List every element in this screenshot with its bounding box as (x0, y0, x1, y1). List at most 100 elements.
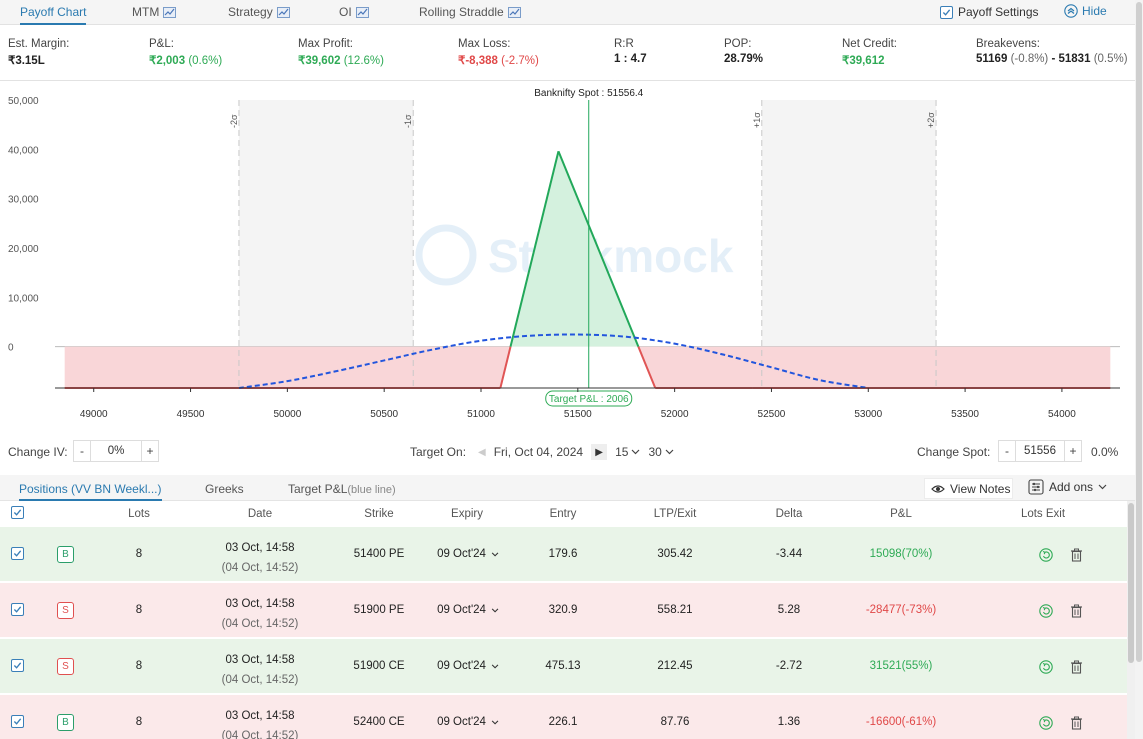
iv-input[interactable]: 0% (90, 441, 142, 461)
side-badge[interactable]: B (57, 714, 74, 731)
x-tick-label: 53500 (951, 409, 979, 420)
payoff-chart: Stockmock 50,000 40,000 30,000 20,000 10,000 0… (0, 82, 1135, 437)
payoff-chart-svg: Stockmock 50,000 40,000 30,000 20,000 10,000 0… (8, 88, 1120, 420)
trash-icon[interactable] (1070, 660, 1083, 674)
iv-increase-button[interactable]: + (146, 444, 154, 458)
chevron-down-icon (665, 449, 674, 455)
sliders-icon (1028, 479, 1044, 495)
side-badge[interactable]: B (57, 546, 74, 563)
chevron-down-icon (491, 719, 499, 725)
x-tick-label: 54000 (1048, 409, 1076, 420)
table-row[interactable]: B 8 03 Oct, 14:58 (04 Oct, 14:52) 51400 PE 09… (0, 527, 1127, 583)
header-lots: Lots (128, 508, 150, 520)
exit-position-icon[interactable] (1039, 716, 1053, 730)
trash-icon[interactable] (1070, 604, 1083, 618)
strike-cell: 51900 CE (353, 660, 405, 672)
expiry-select[interactable]: 09 Oct'24 (437, 548, 499, 560)
date-cell: 03 Oct, 14:58 (04 Oct, 14:52) (221, 542, 299, 574)
trash-icon[interactable] (1070, 716, 1083, 730)
trend-chart-icon (355, 6, 369, 18)
payoff-settings-toggle[interactable]: Payoff Settings (940, 5, 1039, 19)
tab-strategy[interactable]: Strategy (228, 5, 290, 19)
chevron-down-icon (1098, 484, 1107, 490)
exit-position-icon[interactable] (1039, 604, 1053, 618)
tab-greeks[interactable]: Greeks (205, 482, 244, 496)
date-cell: 03 Oct, 14:58 (04 Oct, 14:52) (221, 654, 299, 686)
chevron-down-icon (491, 551, 499, 557)
x-tick-label: 50500 (370, 409, 398, 420)
spot-stepper: - 51556 + (998, 440, 1082, 462)
chart-controls: Change IV: - 0% + Target On: ◀ Fri, Oct … (0, 437, 1135, 467)
tab-payoff-chart[interactable]: Payoff Chart (20, 5, 87, 25)
summary-stats: Est. Margin: ₹3.15L P&L: ₹2,003 (0.6%) M… (0, 26, 1135, 81)
delta-cell: -3.44 (775, 548, 803, 560)
strike-cell: 52400 CE (353, 716, 405, 728)
eye-icon (931, 484, 945, 493)
select-all-checkbox[interactable] (11, 506, 24, 519)
x-tick-label: 49500 (177, 409, 205, 420)
prev-date-icon[interactable]: ◀ (478, 446, 486, 458)
header-ltp-exit: LTP/Exit (653, 508, 697, 520)
header-delta: Delta (775, 508, 803, 520)
iv-decrease-button[interactable]: - (80, 444, 84, 458)
watermark-logo: Stockmock (488, 230, 734, 282)
page-scrollbar-thumb[interactable] (1136, 2, 1142, 662)
x-tick-label: 52500 (758, 409, 786, 420)
side-badge[interactable]: S (57, 602, 74, 619)
add-ons-menu[interactable]: Add ons (1028, 479, 1107, 495)
target-date[interactable]: Fri, Oct 04, 2024 (493, 445, 584, 459)
stat-max-profit: Max Profit: ₹39,602 (12.6%) (298, 38, 384, 67)
chevron-up-circle-icon (1064, 4, 1078, 18)
checkbox-icon[interactable] (940, 5, 953, 19)
date-cell: 03 Oct, 14:58 (04 Oct, 14:52) (221, 598, 299, 630)
tab-target-pnl[interactable]: Target P&L(blue line) (288, 482, 396, 496)
interval-select-1[interactable]: 15 (615, 445, 640, 459)
row-checkbox[interactable] (11, 659, 24, 672)
spot-increase-button[interactable]: + (1069, 444, 1077, 458)
x-tick-label: 53000 (854, 409, 882, 420)
expiry-select[interactable]: 09 Oct'24 (437, 660, 499, 672)
next-date-button[interactable]: ▶ (591, 444, 608, 460)
table-row[interactable]: S 8 03 Oct, 14:58 (04 Oct, 14:52) 51900 CE 09… (0, 639, 1127, 695)
spot-input[interactable]: 51556 (1015, 441, 1065, 461)
spot-decrease-button[interactable]: - (1005, 444, 1009, 458)
table-row[interactable]: S 8 03 Oct, 14:58 (04 Oct, 14:52) 51900 PE 09… (0, 583, 1127, 639)
expiry-select[interactable]: 09 Oct'24 (437, 716, 499, 728)
tab-mtm[interactable]: MTM (132, 5, 177, 19)
x-tick-label: 52000 (661, 409, 689, 420)
spot-label: Banknifty Spot : 51556.4 (534, 88, 643, 99)
interval-select-2[interactable]: 30 (648, 445, 674, 459)
view-notes-button[interactable]: View Notes (924, 478, 1013, 499)
trash-icon[interactable] (1070, 548, 1083, 562)
row-checkbox[interactable] (11, 603, 24, 616)
header-expiry: Expiry (451, 508, 483, 520)
positions-tab-bar: Positions (VV BN Weekl...) Greeks Target… (0, 475, 1135, 501)
payoff-line-segment (509, 151, 560, 347)
table-row[interactable]: B 8 03 Oct, 14:58 (04 Oct, 14:52) 52400 CE 09… (0, 695, 1127, 739)
hide-button[interactable]: Hide (1064, 4, 1107, 18)
positions-table-header: Lots Date Strike Expiry Entry LTP/Exit D… (0, 501, 1127, 527)
lots-cell: 8 (135, 660, 143, 672)
exit-position-icon[interactable] (1039, 548, 1053, 562)
chevron-down-icon (632, 449, 640, 455)
sigma-label: -2σ (229, 114, 239, 128)
row-checkbox[interactable] (11, 715, 24, 728)
y-tick-label: 50,000 (8, 96, 39, 107)
expiry-select[interactable]: 09 Oct'24 (437, 604, 499, 616)
trend-chart-icon (276, 6, 290, 18)
tab-rolling-straddle[interactable]: Rolling Straddle (419, 5, 521, 19)
trend-chart-icon (163, 6, 177, 18)
tab-positions[interactable]: Positions (VV BN Weekl...) (19, 482, 162, 501)
y-tick-label: 0 (8, 343, 14, 354)
x-tick-label: 50000 (273, 409, 301, 420)
stat-pnl: P&L: ₹2,003 (0.6%) (149, 38, 223, 67)
tab-oi[interactable]: OI (339, 5, 369, 19)
header-strike: Strike (364, 508, 394, 520)
row-checkbox[interactable] (11, 547, 24, 560)
exit-position-icon[interactable] (1039, 660, 1053, 674)
profit-region (510, 151, 639, 347)
table-scrollbar-thumb[interactable] (1128, 503, 1134, 663)
iv-label: Change IV: (8, 445, 68, 459)
x-tick-label: 51000 (467, 409, 495, 420)
side-badge[interactable]: S (57, 658, 74, 675)
